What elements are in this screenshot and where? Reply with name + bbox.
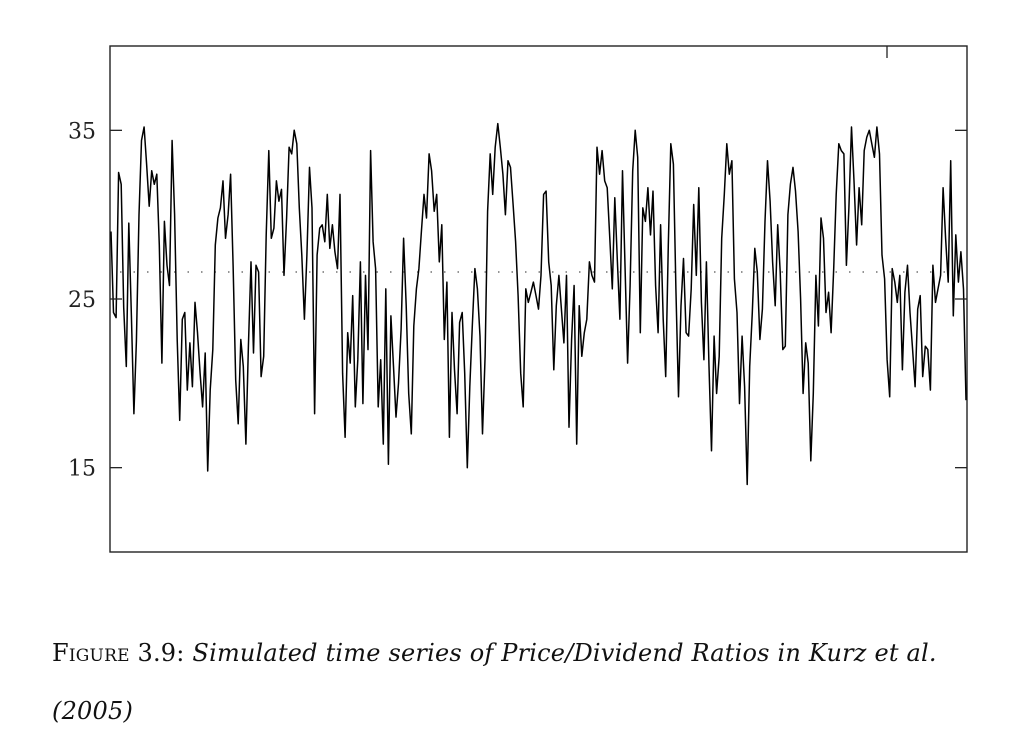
figure: 15 25 35 — [68, 45, 968, 553]
y-tick-label: 15 — [68, 457, 96, 482]
caption-text: Simulated time series of Price/Dividend … — [192, 639, 937, 667]
line-chart: 15 25 35 — [68, 45, 968, 553]
y-axis-ticks: 15 25 35 — [68, 119, 967, 482]
y-tick-label: 25 — [68, 288, 96, 313]
figure-label: Figure 3.9: — [52, 639, 185, 667]
caption-line-1: Figure 3.9: Simulated time series of Pri… — [52, 624, 992, 682]
caption-year: (2005) — [52, 697, 134, 725]
series-line — [110, 122, 967, 486]
figure-caption: Figure 3.9: Simulated time series of Pri… — [52, 624, 992, 740]
price-dividend-series — [110, 122, 967, 486]
caption-line-2: (2005) — [52, 682, 992, 740]
y-tick-label: 35 — [68, 119, 96, 144]
